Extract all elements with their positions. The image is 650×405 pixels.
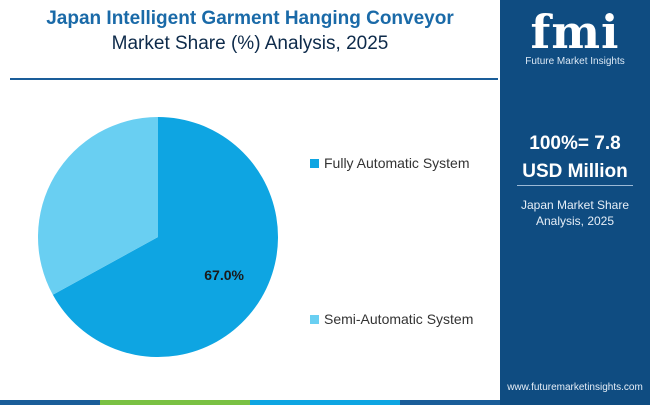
chart-title-line2: Market Share (%) Analysis, 2025 xyxy=(111,33,389,54)
website-url[interactable]: www.futuremarketinsights.com xyxy=(507,382,643,393)
legend-swatch-fully-automatic xyxy=(310,158,319,168)
strip-segment-3 xyxy=(400,400,500,405)
fmi-logo: fmi Future Market Insights xyxy=(500,6,650,67)
logo-subtitle: Future Market Insights xyxy=(525,56,625,67)
legend-label-semi-automatic: Semi-Automatic System xyxy=(324,311,474,327)
legend-item-fully-automatic: Fully Automatic System xyxy=(310,155,470,171)
legend-swatch-semi-automatic xyxy=(310,314,319,324)
bottom-color-strip xyxy=(0,400,500,405)
legend-label-fully-automatic: Fully Automatic System xyxy=(324,155,470,171)
panel-caption: Japan Market Share Analysis, 2025 xyxy=(500,197,650,229)
market-size-line1: 100%= 7.8 xyxy=(529,133,621,154)
panel-divider xyxy=(517,185,633,186)
market-size-value: 100%= 7.8 USD Million xyxy=(500,130,650,186)
logo-text: fmi xyxy=(530,5,620,59)
panel-caption-line1: Japan Market Share xyxy=(520,198,630,212)
pie-slice-1 xyxy=(37,117,158,295)
strip-segment-2 xyxy=(250,400,400,405)
pie-data-label-0: 67.0% xyxy=(204,267,244,283)
side-panel: fmi Future Market Insights 100%= 7.8 USD… xyxy=(500,0,650,405)
pie-slice-0 xyxy=(52,117,278,358)
panel-caption-line2: Analysis, 2025 xyxy=(535,214,615,228)
strip-segment-0 xyxy=(0,400,100,405)
chart-title-line1: Japan Intelligent Garment Hanging Convey… xyxy=(46,8,454,29)
market-size-line2: USD Million xyxy=(522,161,628,182)
title-divider xyxy=(10,78,498,80)
strip-segment-1 xyxy=(100,400,250,405)
pie-chart: 67.0% xyxy=(37,117,278,358)
legend-item-semi-automatic: Semi-Automatic System xyxy=(310,311,473,327)
